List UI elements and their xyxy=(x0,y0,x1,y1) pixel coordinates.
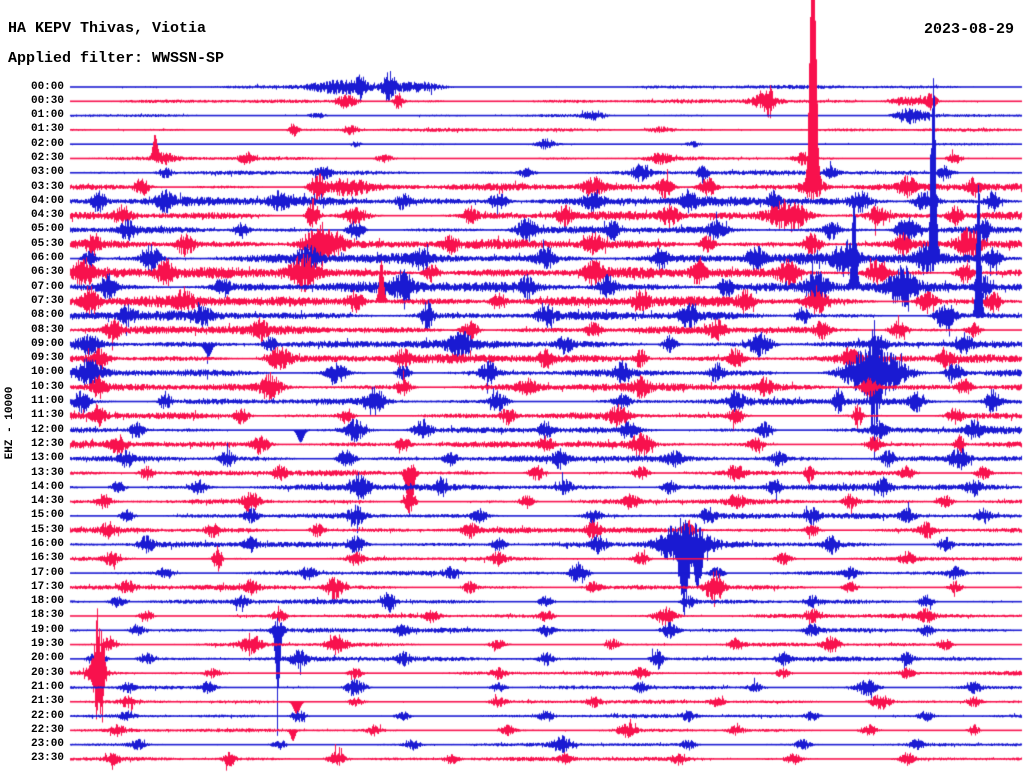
time-label: 16:00 xyxy=(30,538,64,550)
time-label: 03:30 xyxy=(30,180,64,193)
time-label: 07:00 xyxy=(30,280,64,293)
time-label: 15:00 xyxy=(30,509,64,522)
time-label: 05:30 xyxy=(30,237,64,250)
time-label: 14:30 xyxy=(30,495,64,508)
time-label: 14:00 xyxy=(30,480,64,493)
station-title: HA KEPV Thivas, Viotia xyxy=(8,20,207,37)
time-label: 08:30 xyxy=(30,323,64,336)
time-label: 11:00 xyxy=(30,395,64,408)
filter-label: Applied filter: WWSSN-SP xyxy=(8,50,225,67)
time-label: 18:00 xyxy=(30,595,64,608)
time-label: 10:30 xyxy=(30,380,64,393)
time-label: 04:30 xyxy=(30,209,64,222)
time-label: 00:00 xyxy=(30,80,64,93)
time-label: 12:00 xyxy=(30,423,64,436)
time-label: 23:30 xyxy=(30,752,64,765)
time-label: 18:30 xyxy=(30,609,64,622)
time-label: 01:00 xyxy=(30,109,64,122)
date-label: 2023-08-29 xyxy=(923,21,1014,38)
time-label: 07:30 xyxy=(30,294,64,307)
time-label: 09:00 xyxy=(30,337,64,350)
time-label: 06:00 xyxy=(30,252,64,265)
time-label: 01:30 xyxy=(30,123,64,136)
time-label: 10:00 xyxy=(30,366,64,379)
time-label: 09:30 xyxy=(30,352,64,365)
time-label: 23:00 xyxy=(30,738,64,751)
time-label: 21:00 xyxy=(30,680,64,693)
time-label: 15:30 xyxy=(30,523,64,536)
time-label: 03:00 xyxy=(30,166,64,179)
time-label: 16:30 xyxy=(30,552,64,565)
time-label: 20:30 xyxy=(30,666,64,679)
time-label: 13:00 xyxy=(30,452,64,465)
time-label: 12:30 xyxy=(30,437,64,450)
time-label: 02:30 xyxy=(30,151,64,164)
time-label: 21:30 xyxy=(30,695,64,708)
time-label: 19:00 xyxy=(30,623,64,636)
time-label: 02:00 xyxy=(30,137,64,150)
time-label: 04:00 xyxy=(30,194,64,207)
time-label: 17:00 xyxy=(30,566,64,579)
time-label: 08:00 xyxy=(30,309,64,322)
time-label: 19:30 xyxy=(30,638,64,651)
time-label: 20:00 xyxy=(30,652,64,665)
time-label: 17:30 xyxy=(30,580,64,593)
time-label: 22:00 xyxy=(30,709,64,722)
time-label: 13:30 xyxy=(30,466,64,479)
time-label: 06:30 xyxy=(30,266,64,279)
time-label: 22:30 xyxy=(30,723,64,736)
time-label: 00:30 xyxy=(30,94,64,107)
time-label: 05:00 xyxy=(30,223,64,236)
time-label: 11:30 xyxy=(30,409,64,422)
